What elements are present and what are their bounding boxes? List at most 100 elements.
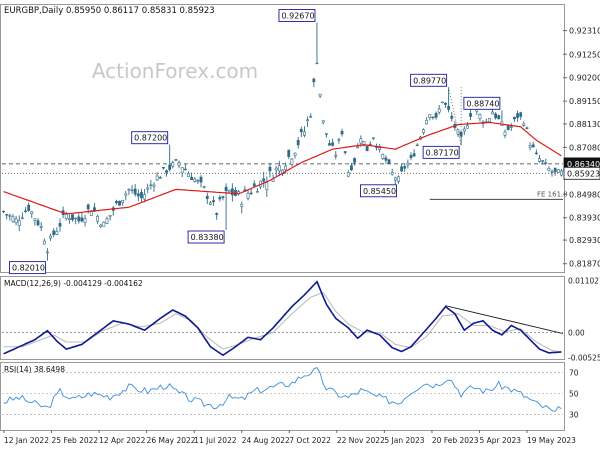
candle-body <box>547 167 551 171</box>
candle-body <box>187 173 190 177</box>
candle-body <box>252 183 256 187</box>
candle-body <box>466 125 469 129</box>
candle-body <box>306 119 309 122</box>
x-tick-label: 5 Jan 2023 <box>384 436 424 445</box>
candle-body <box>209 202 212 205</box>
candle-body <box>196 180 200 182</box>
price-tick-label: 0.87080 <box>569 143 600 152</box>
candle-body <box>102 221 106 227</box>
rsi-panel-frame <box>0 362 565 431</box>
candle-body <box>268 166 272 172</box>
candle-body <box>193 178 197 182</box>
candle-body <box>528 145 532 148</box>
candle-body <box>171 162 175 167</box>
candle-body <box>400 166 403 172</box>
watermark-text: ActionForex.com <box>92 59 258 83</box>
candle-body <box>74 217 78 220</box>
candle-body <box>8 214 12 217</box>
candle-body <box>406 162 410 166</box>
candle-body <box>155 175 159 181</box>
candle-body <box>428 114 432 118</box>
candle-body <box>27 204 31 211</box>
candle-body <box>146 187 150 190</box>
candle-body <box>124 193 128 196</box>
price-tick-label: 0.91250 <box>569 50 600 59</box>
price-label: 0.87170 <box>422 145 460 159</box>
chart-ohlc: 0.85950 0.86117 0.85831 0.85923 <box>66 6 215 16</box>
candle-body <box>497 115 501 120</box>
candle-body <box>553 167 557 173</box>
candle-body <box>469 113 472 117</box>
x-tick-label: 7 Oct 2022 <box>289 436 331 445</box>
candle-body <box>425 120 429 125</box>
price-label-text: 0.85450 <box>363 187 396 196</box>
candle-body <box>516 113 519 118</box>
candle-body <box>174 159 178 161</box>
price-label: 0.88740 <box>463 96 501 110</box>
macd-signal-line <box>3 291 562 353</box>
candle-body <box>503 131 507 136</box>
candle-body <box>437 108 441 113</box>
x-tick-label: 24 Aug 2022 <box>242 436 290 445</box>
candle-body <box>140 192 143 199</box>
candle-body <box>89 210 93 217</box>
candle-body <box>246 192 250 199</box>
candle-body <box>149 184 153 186</box>
candle-body <box>343 151 347 153</box>
candle-body <box>450 115 454 119</box>
candle-body <box>356 146 360 149</box>
candle-body <box>58 223 62 227</box>
x-tick-label: 12 Jan 2022 <box>4 436 49 445</box>
candle-body <box>422 129 425 133</box>
candle-body <box>71 214 74 220</box>
macd-panel-frame <box>0 276 565 360</box>
candle-body <box>550 171 554 173</box>
candle-body <box>215 213 219 215</box>
candle-body <box>39 225 43 228</box>
candle-body <box>46 251 49 254</box>
candle-body <box>108 214 112 217</box>
candle-body <box>177 162 181 166</box>
candle-body <box>227 189 231 193</box>
candle-body <box>371 137 375 139</box>
candle-body <box>324 133 328 135</box>
macd-tick-label: 0.011027 <box>568 277 600 286</box>
price-tick-label: 0.92310 <box>569 27 600 36</box>
candle-body <box>99 224 103 227</box>
price-label: 0.87200 <box>131 131 169 145</box>
x-tick-label: 12 Apr 2022 <box>99 436 146 445</box>
price-tick-label: 0.90200 <box>569 74 600 83</box>
candle-body <box>556 169 560 173</box>
candle-body <box>274 167 278 171</box>
candle-body <box>33 218 37 221</box>
x-tick-label: 5 Apr 2023 <box>479 436 521 445</box>
candle-body <box>337 139 341 141</box>
price-level-tag-text: 0.85923 <box>567 169 600 178</box>
trend-guide-dots <box>448 87 462 146</box>
candle-body <box>158 177 162 179</box>
candle-body <box>381 153 385 159</box>
macd-trendline <box>445 305 564 334</box>
candle-body <box>221 196 225 198</box>
rsi-tick-label: 70 <box>569 368 579 377</box>
price-tick-label: 0.83930 <box>569 214 600 223</box>
candle-body <box>321 120 325 123</box>
candle-body <box>287 149 291 157</box>
price-level-tag-box <box>563 166 600 180</box>
candle-body <box>2 210 5 213</box>
candle-body <box>340 131 344 135</box>
candle-body <box>20 217 24 219</box>
candle-body <box>5 214 9 216</box>
rsi-title: RSI(14) 38.6498 <box>4 365 65 374</box>
candle-body <box>190 176 194 181</box>
candle-body <box>55 231 59 235</box>
candle-body <box>30 211 34 214</box>
x-tick-label: 11 Jul 2022 <box>194 436 237 445</box>
candle-body <box>544 162 548 164</box>
candle-body <box>143 194 147 200</box>
candle-body <box>462 128 466 132</box>
candle-body <box>67 218 71 220</box>
price-label-box <box>410 73 448 87</box>
candle-body <box>384 157 388 161</box>
